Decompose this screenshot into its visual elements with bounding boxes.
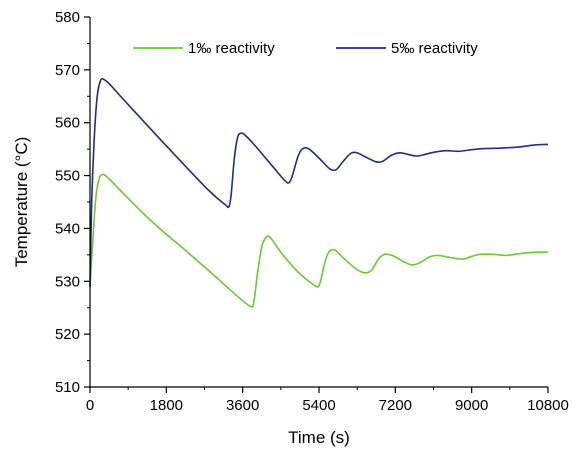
- y-tick-label: 540: [55, 220, 80, 237]
- ticks: 510 520 530 540 550 560 570 580 0 1800 3600 5400 720…: [55, 9, 569, 414]
- series-lines: [89, 77, 549, 308]
- legend: 1‰ reactivity 5‰ reactivity: [133, 40, 478, 57]
- x-tick-label: 7200: [379, 397, 412, 414]
- x-tick-label: 10800: [527, 397, 569, 414]
- y-tick-label: 550: [55, 168, 80, 185]
- y-tick-label: 510: [55, 379, 80, 396]
- series-line-1: [89, 173, 549, 308]
- x-tick-label: 0: [86, 397, 94, 414]
- y-tick-label: 530: [55, 273, 80, 290]
- x-tick-label: 5400: [302, 397, 335, 414]
- y-axis-title: Temperature (°C): [12, 137, 31, 268]
- y-tick-label: 580: [55, 9, 80, 26]
- series-line-2: [89, 77, 549, 287]
- legend-label-2: 5‰ reactivity: [391, 40, 478, 57]
- y-tick-label: 520: [55, 326, 80, 343]
- x-axis-title: Time (s): [288, 428, 350, 447]
- axes: [89, 17, 548, 388]
- x-tick-label: 1800: [150, 397, 183, 414]
- x-tick-label: 3600: [226, 397, 259, 414]
- x-tick-label: 9000: [455, 397, 488, 414]
- y-tick-label: 570: [55, 62, 80, 79]
- y-tick-label: 560: [55, 115, 80, 132]
- legend-label-1: 1‰ reactivity: [188, 40, 275, 57]
